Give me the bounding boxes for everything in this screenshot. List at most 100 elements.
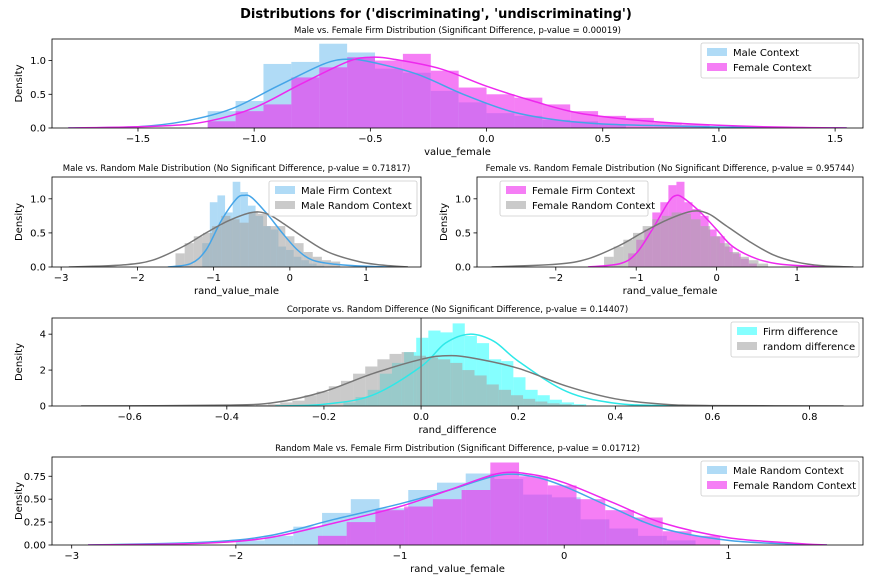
legend-label: Female Random Context (532, 201, 655, 212)
legend: Firm difference random difference (730, 321, 860, 358)
kde-line-1 (88, 471, 827, 545)
subplot-p2: −3 −2 −1 0 1 0.0 0.5 1.0 Male vs. Random Male Di… (14, 164, 422, 297)
hist-bar (661, 215, 672, 267)
subplot-p5: −3 −2 −1 0 1 0.00 0.25 0.50 0.75 Random Male vs. … (14, 444, 864, 575)
subplot-p4: −0.6 −0.4 −0.2 0.0 0.2 0.4 0.6 0.8 0 2 4 Corporate … (14, 305, 864, 436)
kde-line-1 (491, 210, 854, 267)
x-axis-label: value_female (424, 147, 491, 158)
y-tick-label: 1.0 (455, 194, 471, 205)
y-tick-label: 1.0 (30, 194, 46, 205)
hist-bar (662, 531, 692, 545)
x-tick-label: 0.8 (802, 412, 818, 423)
hist-bar (729, 252, 740, 267)
x-tick-label: 0 (713, 273, 719, 284)
x-tick-label: 0 (561, 551, 567, 562)
legend-swatch (275, 201, 295, 209)
hist-bar (257, 213, 267, 267)
hist-bar (625, 117, 654, 128)
hist-bar (401, 352, 414, 406)
hist-bar (425, 357, 439, 406)
hist-bar (547, 485, 577, 545)
y-tick-label: 0.75 (24, 472, 46, 483)
y-tick-label: 4 (40, 330, 46, 341)
legend-box (700, 460, 860, 497)
kde-line-0 (88, 473, 827, 545)
hist-bar (462, 370, 475, 406)
legend-swatch (737, 327, 757, 335)
kde-line-0 (68, 58, 847, 128)
legend-label: Male Random Context (301, 201, 412, 212)
hist-bar (304, 395, 317, 406)
hist-bar (268, 404, 281, 406)
x-tick-label: 0.4 (607, 412, 623, 423)
histogram-1 (317, 462, 721, 545)
hist-bar (377, 359, 390, 406)
hist-bar (623, 239, 634, 267)
hist-bar (739, 256, 749, 267)
hist-bar (547, 403, 560, 406)
y-tick-label: 0.0 (30, 263, 46, 274)
legend-label: Female Random Context (733, 481, 856, 492)
histogram-1 (604, 212, 769, 267)
hist-bar (212, 226, 222, 267)
hist-bar (239, 222, 249, 267)
y-tick-label: 0.00 (24, 541, 46, 552)
plot-area (491, 181, 854, 267)
legend-label: Male Context (733, 48, 799, 59)
x-axis-label: rand_value_female (410, 564, 505, 575)
hist-bar (474, 375, 487, 406)
x-tick-label: −0.5 (358, 134, 382, 145)
legend-swatch (506, 186, 526, 194)
histogram-1 (207, 53, 710, 128)
suptitle: Distributions for ('discriminating', 'un… (240, 7, 632, 22)
hist-bar (537, 395, 550, 406)
x-axis-label: rand_difference (418, 425, 496, 436)
axes-frame (476, 176, 864, 268)
hist-bar (576, 499, 606, 545)
legend-box (268, 180, 418, 217)
legend: Female Firm Context Female Random Context (499, 180, 655, 217)
legend-label: Female Context (733, 63, 812, 74)
hist-bar (255, 405, 269, 406)
hist-bar (671, 212, 682, 267)
hist-bar (549, 399, 562, 406)
hist-bar (292, 400, 305, 406)
axes-frame (51, 38, 864, 129)
hist-bar (319, 67, 348, 128)
hist-bar (758, 263, 769, 267)
hist-bar (235, 540, 265, 545)
legend-label: Female Firm Context (532, 186, 635, 197)
hist-bar (221, 215, 231, 267)
legend-swatch (506, 201, 526, 209)
kde-line-0 (275, 333, 713, 406)
legend-label: Male Random Context (733, 466, 844, 477)
subplot-title: Random Male vs. Female Firm Distribution… (275, 444, 640, 454)
kde-line-0 (587, 194, 846, 267)
hist-bar (432, 499, 462, 545)
legend-label: Firm difference (763, 327, 838, 338)
x-tick-label: −1.0 (242, 134, 266, 145)
x-tick-label: −0.6 (118, 412, 142, 423)
hist-bar (748, 260, 759, 267)
hist-bar (642, 226, 653, 267)
hist-bar (559, 404, 572, 406)
subplot-title: Male vs. Random Male Distribution (No Si… (63, 164, 411, 174)
legend-box (730, 321, 860, 358)
hist-bar (486, 384, 499, 406)
hist-bar (430, 70, 459, 128)
x-tick-label: 0 (287, 273, 293, 284)
hist-bar (346, 522, 376, 545)
hist-bar (294, 243, 304, 267)
y-tick-label: 0.5 (30, 228, 46, 239)
hist-bar (519, 476, 548, 545)
hist-bar (230, 219, 240, 267)
x-axis-label: rand_value_female (623, 286, 718, 297)
y-axis-label: Density (14, 203, 25, 241)
hist-bar (523, 398, 536, 406)
hist-bar (498, 389, 511, 406)
y-axis-label: Density (439, 203, 450, 241)
plot-area (68, 181, 409, 267)
hist-bar (571, 405, 584, 406)
x-tick-label: −1.5 (126, 134, 150, 145)
hist-bar (340, 380, 354, 406)
